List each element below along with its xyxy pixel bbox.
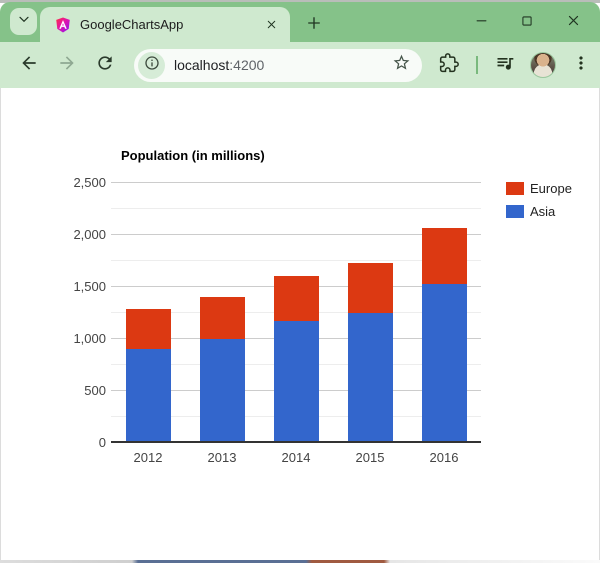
address-bar[interactable]: localhost:4200 — [134, 48, 422, 82]
x-tick-label: 2012 — [133, 450, 163, 465]
toolbar-separator — [476, 56, 478, 74]
bar-2013-europe[interactable] — [199, 297, 245, 339]
forward-arrow-icon — [57, 53, 77, 78]
url-text[interactable]: localhost:4200 — [174, 57, 388, 73]
window-close-button[interactable] — [550, 7, 596, 39]
tab-strip: GoogleChartsApp — [0, 2, 600, 42]
profile-avatar[interactable] — [530, 52, 556, 78]
back-arrow-icon — [19, 53, 39, 78]
window-controls — [458, 6, 596, 40]
close-icon — [566, 13, 581, 33]
chart-legend: Europe Asia — [506, 181, 572, 227]
desktop-edge — [0, 0, 600, 3]
chevron-down-icon — [16, 11, 32, 32]
legend-swatch-europe — [506, 182, 524, 195]
y-tick-label: 0 — [98, 435, 106, 450]
bar-2015-asia[interactable] — [347, 313, 393, 443]
window-maximize-button[interactable] — [504, 7, 550, 39]
y-tick-label: 2,500 — [73, 175, 106, 190]
legend-label: Europe — [530, 181, 572, 196]
puzzle-icon — [439, 52, 459, 78]
minimize-icon — [474, 13, 489, 33]
bar-2016-asia[interactable] — [421, 283, 467, 443]
legend-item-asia: Asia — [506, 204, 572, 219]
legend-label: Asia — [530, 204, 556, 219]
legend-item-europe: Europe — [506, 181, 572, 196]
site-info-button[interactable] — [138, 51, 165, 79]
tab-search-button[interactable] — [10, 8, 37, 35]
media-controls-button[interactable] — [489, 49, 521, 81]
y-tick-label: 500 — [84, 383, 106, 398]
bar-2014-europe[interactable] — [273, 275, 319, 322]
plus-icon — [305, 14, 323, 37]
tab-close-icon[interactable] — [262, 16, 280, 34]
playlist-music-icon — [495, 53, 515, 78]
legend-swatch-asia — [506, 205, 524, 218]
x-axis-baseline — [111, 441, 481, 443]
y-tick-label: 1,000 — [73, 331, 106, 346]
bookmark-button[interactable] — [388, 52, 414, 78]
bar-2016-europe[interactable] — [421, 227, 467, 284]
back-button[interactable] — [13, 49, 45, 81]
forward-button[interactable] — [51, 49, 83, 81]
url-port: :4200 — [229, 57, 265, 73]
plot-area — [111, 182, 481, 443]
angular-logo-icon — [54, 16, 72, 34]
new-tab-button[interactable] — [300, 11, 328, 39]
x-tick-label: 2016 — [429, 450, 459, 465]
gridline-major — [111, 182, 481, 183]
taskbar-edge — [0, 560, 600, 563]
bar-2012-europe[interactable] — [125, 308, 171, 350]
three-dot-menu-icon — [571, 53, 591, 78]
browser-toolbar: localhost:4200 — [0, 42, 600, 88]
extensions-button[interactable] — [433, 49, 465, 81]
x-tick-label: 2013 — [207, 450, 237, 465]
chart-title: Population (in millions) — [121, 148, 265, 163]
browser-tab-active[interactable]: GoogleChartsApp — [40, 7, 290, 42]
x-tick-label: 2015 — [355, 450, 385, 465]
reload-icon — [95, 53, 115, 78]
y-tick-label: 2,000 — [73, 227, 106, 242]
browser-menu-button[interactable] — [565, 49, 597, 81]
y-tick-label: 1,500 — [73, 279, 106, 294]
bar-2013-asia[interactable] — [199, 339, 245, 443]
tab-title: GoogleChartsApp — [80, 17, 184, 32]
x-tick-label: 2014 — [281, 450, 311, 465]
page-viewport: Population (in millions) 0 500 1,000 1,500 2… — [0, 88, 600, 560]
bar-2012-asia[interactable] — [125, 349, 171, 443]
window-minimize-button[interactable] — [458, 7, 504, 39]
info-icon — [144, 55, 160, 76]
bar-2015-europe[interactable] — [347, 263, 393, 313]
gridline-major — [111, 234, 481, 235]
maximize-icon — [520, 14, 534, 33]
gridline-minor — [111, 260, 481, 261]
star-icon — [392, 53, 411, 77]
url-host: localhost — [174, 57, 230, 73]
gridline-minor — [111, 208, 481, 209]
bar-2014-asia[interactable] — [273, 321, 319, 443]
reload-button[interactable] — [89, 49, 121, 81]
